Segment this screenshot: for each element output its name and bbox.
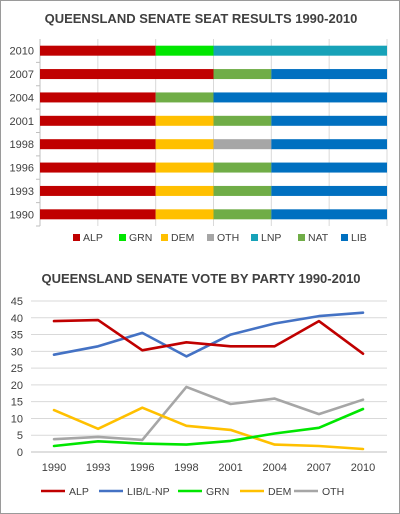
legend-label-oth: OTH — [322, 486, 344, 498]
seat-bar-dem — [155, 139, 214, 150]
seat-bar-alp — [40, 45, 156, 56]
seat-year-label: 2001 — [10, 116, 34, 128]
seat-grid — [36, 39, 388, 227]
seat-bar-alp — [40, 92, 156, 103]
seat-year-label: 2007 — [10, 69, 34, 81]
legend-swatch-grn — [119, 234, 126, 241]
seat-bar-alp — [40, 115, 156, 126]
vote-x-tick-label: 1993 — [86, 462, 110, 474]
legend-label-grn: GRN — [129, 232, 152, 244]
vote-line-alp — [52, 318, 365, 356]
legend-label-oth: OTH — [217, 232, 239, 244]
legend-label-dem: DEM — [268, 486, 291, 498]
vote-y-tick-label: 15 — [11, 397, 23, 409]
legend-swatch-alp — [73, 234, 80, 241]
vote-x-tick-label: 2004 — [262, 462, 286, 474]
seat-legend: ALP GRN DEM OTH LNP NAT LIB — [73, 232, 367, 244]
vote-x-tick-label: 2001 — [218, 462, 242, 474]
vote-y-tick-label: 40 — [11, 313, 23, 325]
seat-bars — [40, 45, 387, 220]
vote-x-tick-label: 1996 — [130, 462, 154, 474]
legend-label-lnp: LNP — [261, 232, 281, 244]
seat-bar-lnp — [213, 45, 387, 56]
seat-year-label: 2010 — [10, 46, 34, 58]
vote-lines — [52, 311, 365, 451]
legend-swatch-dem — [161, 234, 168, 241]
vote-y-tick-label: 35 — [11, 330, 23, 342]
seat-bar-lib — [271, 209, 387, 220]
vote-y-tick-label: 5 — [17, 430, 23, 442]
seat-bar-nat — [213, 115, 272, 126]
seat-year-label: 1993 — [10, 186, 34, 198]
vote-chart-title: QUEENSLAND SENATE VOTE BY PARTY 1990-201… — [41, 271, 360, 286]
vote-tick-labels: 0 5 10 15 20 25 30 35 40 45 1990 1993 1996 1998 2001 20… — [11, 296, 375, 474]
seat-bar-lib — [271, 139, 387, 150]
legend-label-lib-l-np: LIB/L-NP — [127, 486, 170, 498]
seat-bar-grn — [155, 45, 214, 56]
seat-chart-title: QUEENSLAND SENATE SEAT RESULTS 1990-2010 — [45, 11, 358, 26]
seat-bar-lib — [271, 162, 387, 173]
vote-x-tick-label: 1990 — [42, 462, 66, 474]
vote-y-tick-label: 30 — [11, 346, 23, 358]
legend-swatch-lnp — [251, 234, 258, 241]
legend-label-alp: ALP — [69, 486, 89, 498]
vote-y-tick-label: 10 — [11, 413, 23, 425]
vote-y-tick-label: 45 — [11, 296, 23, 308]
vote-line-grn — [52, 407, 365, 448]
legend-label-lib: LIB — [351, 232, 367, 244]
seat-bar-nat — [213, 209, 272, 220]
legend-label-dem: DEM — [171, 232, 194, 244]
seat-year-label: 1996 — [10, 163, 34, 175]
seat-bar-nat — [213, 162, 272, 173]
vote-grid — [31, 300, 387, 453]
legend-swatch-nat — [298, 234, 305, 241]
seat-bar-lib — [271, 185, 387, 196]
seat-bar-oth — [213, 139, 272, 150]
seat-bar-alp — [40, 162, 156, 173]
legend-label-nat: NAT — [308, 232, 329, 244]
vote-legend: ALP LIB/L-NP GRN DEM OTH — [41, 486, 344, 498]
seat-bar-dem — [155, 209, 214, 220]
legend-swatch-lib — [341, 234, 348, 241]
seat-bar-dem — [155, 162, 214, 173]
seat-bar-nat — [213, 69, 272, 80]
seat-bar-alp — [40, 69, 214, 80]
seat-bar-lib — [271, 115, 387, 126]
seat-tick-labels: 2010 2007 2004 2001 1998 1996 1993 1990 — [10, 46, 34, 222]
seat-year-label: 1990 — [10, 209, 34, 221]
vote-x-tick-label: 2007 — [307, 462, 331, 474]
vote-x-tick-label: 2010 — [351, 462, 375, 474]
seat-bar-lib — [213, 92, 387, 103]
seat-year-label: 1998 — [10, 139, 34, 151]
seat-bar-dem — [155, 185, 214, 196]
seat-bar-dem — [155, 115, 214, 126]
legend-swatch-oth — [207, 234, 214, 241]
legend-label-grn: GRN — [206, 486, 229, 498]
legend-label-alp: ALP — [83, 232, 103, 244]
vote-y-tick-label: 0 — [17, 447, 23, 459]
seat-bar-alp — [40, 185, 156, 196]
seat-bar-nat — [155, 92, 214, 103]
seat-bar-alp — [40, 209, 156, 220]
vote-y-tick-label: 20 — [11, 380, 23, 392]
vote-line-oth — [52, 385, 365, 442]
vote-y-tick-label: 25 — [11, 363, 23, 375]
seat-bar-lib — [271, 69, 387, 80]
vote-line-dem — [52, 406, 365, 451]
seat-bar-nat — [213, 185, 272, 196]
vote-x-tick-label: 1998 — [174, 462, 198, 474]
seat-bar-alp — [40, 139, 156, 150]
seat-year-label: 2004 — [10, 92, 34, 104]
